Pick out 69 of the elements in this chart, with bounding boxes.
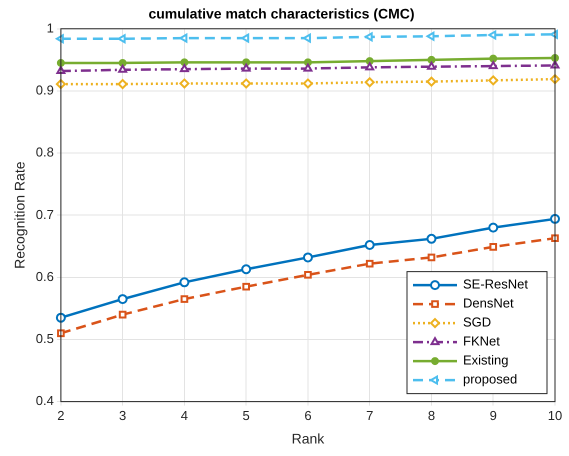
- point: [364, 32, 373, 42]
- point: [551, 234, 559, 242]
- x-tick-label: 4: [180, 408, 188, 423]
- point: [118, 34, 126, 44]
- chart-title: cumulative match characteristics (CMC): [148, 5, 415, 22]
- point: [550, 30, 558, 39]
- point: [180, 295, 188, 303]
- x-tick-label: 6: [304, 408, 312, 423]
- point: [241, 264, 252, 274]
- point: [303, 64, 312, 72]
- point: [426, 32, 434, 41]
- point: [304, 271, 312, 279]
- point: [488, 30, 496, 40]
- point: [302, 78, 313, 88]
- point: [488, 222, 498, 233]
- point: [179, 277, 190, 288]
- point: [118, 58, 127, 67]
- point: [364, 240, 375, 250]
- point: [242, 282, 250, 290]
- x-axis-title: Rank: [292, 430, 326, 446]
- point: [241, 78, 252, 88]
- point: [302, 34, 311, 43]
- y-tick-label: 0.9: [36, 82, 54, 98]
- point: [242, 64, 251, 72]
- x-tick-label: 2: [57, 408, 64, 423]
- x-tick-label: 7: [366, 408, 374, 423]
- y-tick-label: 1: [46, 20, 54, 36]
- point: [427, 62, 436, 70]
- point: [488, 75, 498, 86]
- point: [179, 34, 188, 43]
- point: [118, 64, 128, 73]
- point: [118, 79, 128, 90]
- point: [180, 58, 188, 66]
- point: [241, 34, 250, 43]
- legend-label: FKNet: [463, 334, 500, 349]
- point: [365, 62, 374, 70]
- point: [489, 54, 498, 63]
- y-tick-label: 0.4: [36, 393, 54, 408]
- point: [56, 34, 64, 44]
- x-tick-label: 10: [548, 408, 562, 423]
- point: [426, 76, 436, 87]
- point: [426, 234, 436, 244]
- y-tick-label: 0.6: [36, 268, 54, 284]
- point: [489, 243, 498, 251]
- point: [550, 60, 560, 68]
- point: [302, 252, 313, 262]
- y-tick-label: 0.7: [36, 206, 54, 222]
- x-tick-label: 3: [119, 408, 126, 423]
- y-axis-title: Recognition Rate: [11, 161, 28, 269]
- y-tick-label: 0.8: [36, 144, 54, 160]
- y-tick-label: 0.5: [36, 331, 54, 346]
- point: [179, 78, 190, 88]
- legend-label: SGD: [463, 314, 492, 330]
- point: [428, 254, 436, 262]
- point: [366, 260, 374, 268]
- x-tick-label: 5: [242, 408, 250, 423]
- point: [488, 61, 498, 70]
- point: [118, 310, 126, 318]
- legend-label: proposed: [463, 372, 518, 387]
- legend-label: Existing: [463, 352, 509, 368]
- x-tick-label: 9: [490, 408, 497, 423]
- point: [118, 294, 128, 304]
- legend-label: DensNet: [463, 296, 514, 311]
- point: [427, 56, 436, 64]
- legend-label: SE-ResNet: [463, 276, 528, 292]
- point: [364, 77, 375, 88]
- point: [180, 64, 189, 72]
- x-tick-label: 8: [428, 408, 436, 423]
- point: [550, 74, 560, 84]
